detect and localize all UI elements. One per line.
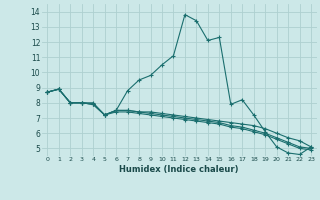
X-axis label: Humidex (Indice chaleur): Humidex (Indice chaleur) [119, 165, 239, 174]
